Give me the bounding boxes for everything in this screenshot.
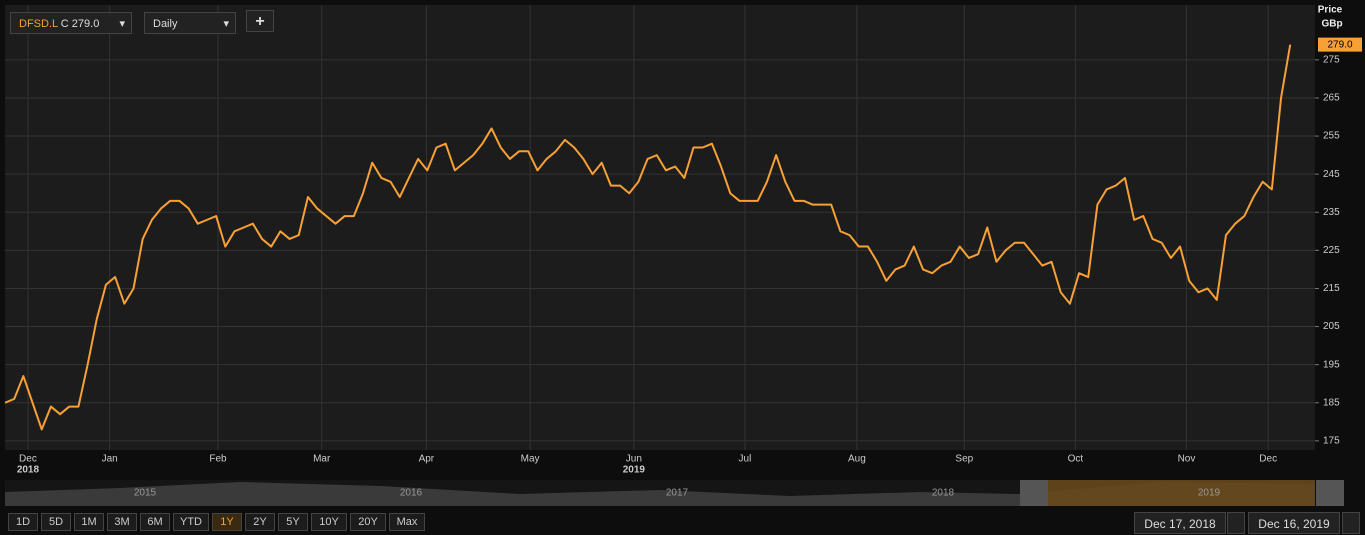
ticker-box[interactable]: DFSD.L C 279.0 ▾ — [10, 12, 132, 34]
navigator-area — [5, 482, 1315, 506]
axis-title: Price — [1318, 5, 1343, 16]
x-tick-label: Jun — [626, 454, 642, 465]
x-tick-label: Aug — [848, 454, 866, 465]
x-tick-label: Jul — [739, 454, 752, 465]
navigator-year: 2015 — [134, 488, 157, 499]
price-line — [4, 44, 1292, 431]
range-button[interactable]: 6M — [140, 513, 170, 531]
plot-area — [5, 5, 1315, 450]
x-tick-label: Nov — [1178, 454, 1196, 465]
y-tick-label: 185 — [1323, 397, 1340, 408]
range-button[interactable]: 2Y — [245, 513, 275, 531]
navigator-year: 2017 — [666, 488, 689, 499]
y-tick-label: 235 — [1323, 207, 1340, 218]
last-price-label: 279.0 — [1327, 39, 1352, 50]
axis-unit: GBp — [1321, 19, 1342, 30]
navigator-selection[interactable] — [1020, 480, 1315, 506]
x-tick-label: Oct — [1068, 454, 1084, 465]
x-tick-label: Feb — [209, 454, 227, 465]
y-tick-label: 225 — [1323, 245, 1340, 256]
x-tick-label: Jan — [102, 454, 118, 465]
last-price-box — [1318, 37, 1362, 52]
start-date[interactable]: Dec 17, 2018 — [1134, 512, 1226, 534]
add-button[interactable]: + — [246, 10, 274, 32]
range-button[interactable]: 1M — [74, 513, 104, 531]
interval-box[interactable]: Daily ▾ — [144, 12, 236, 34]
y-tick-label: 245 — [1323, 169, 1340, 180]
range-button[interactable]: 1Y — [212, 513, 242, 531]
y-tick-label: 265 — [1323, 93, 1340, 104]
y-tick-label: 215 — [1323, 283, 1340, 294]
y-tick-label: 175 — [1323, 435, 1340, 446]
close-text: C 279.0 — [60, 18, 100, 30]
range-button[interactable]: YTD — [173, 513, 209, 531]
navigator-handle[interactable] — [1316, 480, 1344, 506]
navigator-year: 2019 — [1198, 488, 1221, 499]
range-button[interactable]: 20Y — [350, 513, 386, 531]
range-button[interactable]: 10Y — [311, 513, 347, 531]
range-button[interactable]: 3M — [107, 513, 137, 531]
calendar-icon[interactable] — [1227, 512, 1245, 534]
end-date[interactable]: Dec 16, 2019 — [1248, 512, 1340, 534]
x-tick-label: Apr — [419, 454, 435, 465]
range-button[interactable]: 5D — [41, 513, 71, 531]
interval: Daily — [153, 18, 178, 30]
y-tick-label: 195 — [1323, 359, 1340, 370]
x-tick-label: Dec — [1259, 454, 1277, 465]
calendar-icon[interactable] — [1342, 512, 1360, 534]
range-button[interactable]: 5Y — [278, 513, 308, 531]
y-tick-label: 275 — [1323, 55, 1340, 66]
y-tick-label: 255 — [1323, 131, 1340, 142]
year-label: 2019 — [623, 465, 646, 476]
range-button[interactable]: Max — [389, 513, 425, 531]
range-button[interactable]: 1D — [8, 513, 38, 531]
year-label: 2018 — [17, 465, 40, 476]
navigator-year: 2018 — [932, 488, 955, 499]
y-tick-label: 205 — [1323, 321, 1340, 332]
navigator-year: 2016 — [400, 488, 423, 499]
x-tick-label: Mar — [313, 454, 331, 465]
navigator-handle[interactable] — [1020, 480, 1048, 506]
x-tick-label: Dec — [19, 454, 37, 465]
x-tick-label: Sep — [955, 454, 973, 465]
x-tick-label: May — [521, 454, 540, 465]
ticker: DFSD.L — [19, 18, 58, 30]
